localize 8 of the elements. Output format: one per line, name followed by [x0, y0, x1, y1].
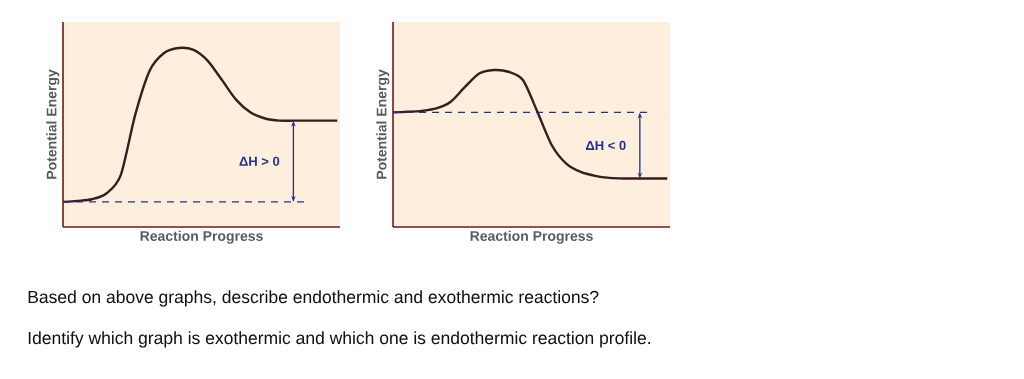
y-axis-title: Potential Energy: [376, 69, 390, 179]
text: Identify which graph is exothermic and which one is endothermic reaction profile.: [28, 331, 650, 348]
x-axis-title: Reaction Progress: [140, 230, 263, 244]
annotation: ΔH > 0: [239, 156, 280, 166]
annotation: ΔH < 0: [585, 140, 626, 151]
x-axis-title: Reaction Progress: [470, 230, 593, 244]
y-axis-title: Potential Energy: [46, 69, 60, 179]
text: Based on above graphs, describe endothermic and exothermic reactions?: [28, 290, 599, 307]
